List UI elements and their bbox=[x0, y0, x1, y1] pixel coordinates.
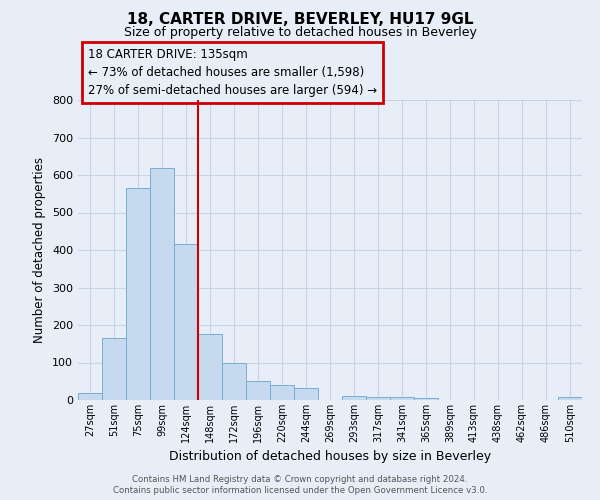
X-axis label: Distribution of detached houses by size in Beverley: Distribution of detached houses by size … bbox=[169, 450, 491, 464]
Y-axis label: Number of detached properties: Number of detached properties bbox=[34, 157, 46, 343]
Bar bbox=[102, 338, 126, 400]
Text: Contains HM Land Registry data © Crown copyright and database right 2024.: Contains HM Land Registry data © Crown c… bbox=[132, 475, 468, 484]
Text: Contains public sector information licensed under the Open Government Licence v3: Contains public sector information licen… bbox=[113, 486, 487, 495]
Bar bbox=[174, 244, 198, 400]
Bar bbox=[78, 392, 102, 400]
Bar bbox=[414, 398, 438, 400]
Bar bbox=[222, 362, 246, 400]
Text: 18 CARTER DRIVE: 135sqm
← 73% of detached houses are smaller (1,598)
27% of semi: 18 CARTER DRIVE: 135sqm ← 73% of detache… bbox=[88, 48, 377, 97]
Bar bbox=[390, 397, 414, 400]
Text: Size of property relative to detached houses in Beverley: Size of property relative to detached ho… bbox=[124, 26, 476, 39]
Bar bbox=[270, 385, 294, 400]
Bar bbox=[366, 397, 390, 400]
Bar bbox=[246, 381, 270, 400]
Bar bbox=[198, 334, 222, 400]
Bar bbox=[342, 396, 366, 400]
Bar bbox=[294, 388, 318, 400]
Bar bbox=[150, 168, 174, 400]
Bar bbox=[126, 188, 150, 400]
Text: 18, CARTER DRIVE, BEVERLEY, HU17 9GL: 18, CARTER DRIVE, BEVERLEY, HU17 9GL bbox=[127, 12, 473, 28]
Bar bbox=[558, 397, 582, 400]
